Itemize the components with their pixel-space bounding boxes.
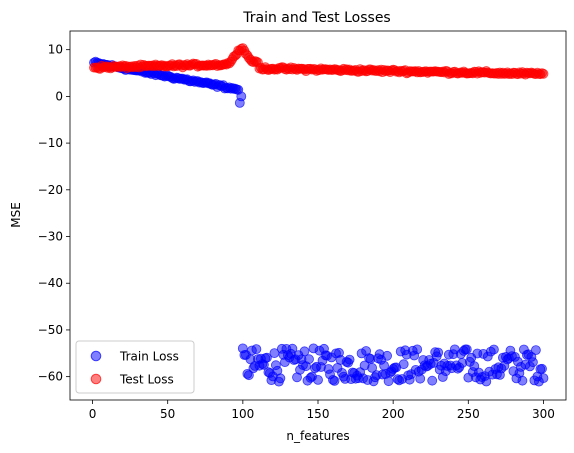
- train-loss-point: [313, 374, 323, 385]
- train-loss-point: [538, 373, 549, 384]
- x-tick-label: 150: [307, 407, 330, 421]
- plot-area: [70, 31, 566, 400]
- legend-label-test: Test Loss: [119, 373, 174, 387]
- plot-frame: [69, 30, 567, 401]
- train-loss-point: [433, 347, 444, 358]
- y-tick-label: −20: [38, 183, 63, 197]
- train-loss-point: [251, 344, 262, 355]
- legend-label-train: Train Loss: [119, 350, 179, 364]
- x-tick-label: 50: [160, 407, 175, 421]
- train-loss-point: [344, 354, 355, 365]
- train-loss-point: [517, 375, 528, 386]
- train-loss-point: [329, 375, 340, 386]
- y-tick-label: −30: [38, 230, 63, 244]
- legend-marker-train: [90, 350, 102, 362]
- legend: Train Loss Test Loss: [75, 340, 195, 394]
- train-loss-point: [461, 344, 472, 355]
- test-loss-point: [538, 68, 549, 79]
- y-tick-label: 0: [55, 89, 63, 103]
- train-loss-point: [537, 363, 547, 374]
- x-tick-label: 0: [89, 407, 97, 421]
- train-loss-point: [304, 354, 314, 365]
- train-loss-point: [398, 359, 409, 370]
- train-loss-point: [427, 375, 438, 386]
- legend-box: [75, 340, 195, 394]
- points-layer: [89, 43, 549, 387]
- train-loss-point: [531, 345, 541, 356]
- train-loss-point: [488, 344, 499, 355]
- train-loss-point: [236, 91, 247, 102]
- y-tick-label: −10: [38, 136, 63, 150]
- train-loss-point: [287, 343, 298, 354]
- train-loss-point: [382, 350, 393, 361]
- train-loss-point: [367, 362, 378, 373]
- train-loss-point: [412, 344, 423, 355]
- y-tick-label: −60: [38, 370, 63, 384]
- legend-marker-test: [90, 373, 102, 385]
- y-tick-label: −50: [38, 323, 63, 337]
- x-tick-label: 300: [532, 407, 555, 421]
- train-loss-point: [243, 370, 254, 381]
- train-loss-point: [383, 376, 394, 387]
- train-loss-point: [275, 373, 286, 384]
- y-tick-label: −40: [38, 276, 63, 290]
- x-tick-label: 100: [231, 407, 254, 421]
- x-tick-label: 200: [382, 407, 405, 421]
- train-loss-point: [261, 352, 272, 363]
- train-loss-point: [415, 373, 426, 384]
- y-axis-label: MSE: [9, 202, 23, 228]
- train-loss-point: [528, 357, 538, 368]
- train-loss-point: [299, 346, 310, 357]
- train-loss-point: [481, 376, 492, 387]
- x-axis-label: n_features: [286, 429, 349, 443]
- y-tick-label: 10: [48, 43, 63, 57]
- x-tick-label: 250: [457, 407, 480, 421]
- chart-title: Train and Test Losses: [242, 10, 390, 26]
